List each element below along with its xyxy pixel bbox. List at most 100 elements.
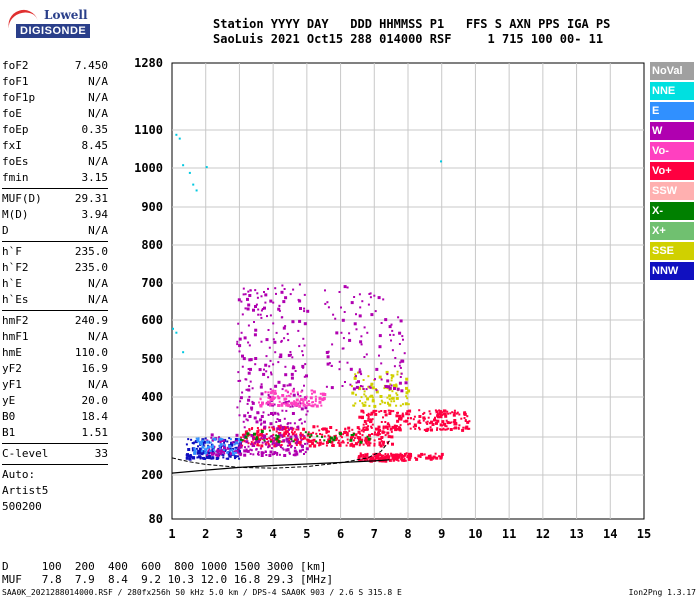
echo-point: [252, 453, 255, 456]
echo-point: [284, 426, 288, 430]
echo-point: [364, 438, 367, 441]
echo-point: [307, 431, 310, 434]
echo-point: [352, 434, 355, 436]
echo-point: [273, 403, 276, 406]
echo-point: [273, 391, 277, 395]
echo-point: [315, 432, 318, 435]
echo-point: [273, 340, 277, 344]
echo-point: [252, 438, 255, 441]
echo-point: [256, 411, 260, 415]
echo-point: [244, 435, 248, 439]
echo-point: [245, 440, 249, 444]
echo-point: [299, 434, 302, 437]
param-row: foEp 0.35: [2, 122, 108, 138]
echo-point: [291, 429, 294, 431]
echo-point: [242, 287, 245, 290]
echo-point: [403, 454, 406, 457]
param-row: h`F 235.0: [2, 244, 108, 260]
echo-point: [268, 426, 271, 429]
echo-point: [238, 457, 241, 460]
echo-point: [312, 401, 314, 404]
echo-point: [362, 443, 365, 446]
param-name: fmin: [2, 171, 29, 184]
echo-point: [404, 381, 408, 385]
echo-point: [364, 401, 367, 404]
echo-point: [390, 377, 393, 379]
echo-point: [432, 423, 435, 426]
echo-point: [306, 438, 310, 442]
param-name: foF2: [2, 59, 29, 72]
echo-point: [254, 328, 258, 332]
echo-point: [401, 335, 404, 338]
echo-point: [302, 337, 305, 340]
echo-point: [291, 405, 294, 408]
echo-point: [304, 442, 306, 445]
param-name: foEp: [2, 123, 29, 136]
echo-point: [271, 395, 275, 399]
echo-point: [374, 310, 377, 313]
echo-point: [297, 329, 300, 332]
echo-point: [245, 437, 248, 440]
echo-point: [388, 394, 392, 398]
echo-point: [233, 443, 236, 446]
echo-point: [378, 354, 380, 357]
echo-point: [372, 398, 375, 401]
echo-point: [223, 452, 226, 455]
echo-point: [200, 440, 203, 443]
echo-point: [303, 435, 306, 438]
echo-point: [393, 459, 396, 462]
echo-point: [384, 434, 387, 437]
echo-point: [223, 444, 226, 447]
echo-point: [263, 291, 265, 293]
echo-point: [234, 450, 237, 452]
echo-point: [237, 455, 239, 458]
echo-point: [349, 443, 353, 447]
echo-point: [272, 427, 275, 430]
dmuf-distance-row: D 100 200 400 600 800 1000 1500 3000 [km…: [2, 560, 327, 573]
echo-point: [253, 321, 255, 323]
echo-point: [296, 391, 299, 394]
echo-point: [253, 445, 256, 447]
echo-point: [206, 439, 209, 442]
param-row: h`E N/A: [2, 276, 108, 292]
echo-point: [375, 433, 378, 436]
echo-point: [292, 440, 295, 443]
echo-point: [172, 327, 174, 330]
echo-point: [353, 296, 356, 298]
echo-point: [287, 400, 290, 403]
echo-point: [377, 425, 381, 429]
file-info-footer: SAA0K_2021288014000.RSF / 280fx256h 50 k…: [2, 588, 402, 597]
echo-point: [229, 438, 232, 441]
echo-point: [260, 422, 263, 425]
echo-point: [375, 456, 379, 460]
echo-point: [425, 456, 429, 460]
echo-point: [443, 422, 446, 426]
echo-point: [254, 357, 258, 360]
echo-point: [240, 300, 243, 303]
echo-point: [259, 313, 262, 316]
echo-point: [451, 411, 454, 414]
echo-point: [201, 449, 204, 452]
echo-point: [303, 384, 305, 387]
echo-point: [425, 429, 429, 432]
echo-point: [354, 373, 357, 376]
echo-point: [253, 333, 257, 337]
echo-point: [405, 452, 408, 455]
echo-point: [292, 288, 295, 291]
echo-point: [373, 433, 376, 436]
echo-point: [187, 448, 191, 451]
echo-point: [339, 432, 342, 436]
echo-point: [287, 353, 291, 357]
legend-entry-w: W: [650, 122, 694, 140]
echo-point: [265, 370, 268, 373]
echo-point: [321, 435, 323, 438]
echo-point: [362, 379, 365, 381]
echo-point: [194, 440, 198, 444]
echo-point: [335, 438, 338, 441]
echo-point: [293, 400, 296, 403]
echo-point: [298, 299, 302, 303]
echo-point: [369, 413, 372, 416]
echo-point: [314, 398, 317, 401]
echo-point: [357, 456, 361, 460]
echo-point: [222, 445, 225, 447]
